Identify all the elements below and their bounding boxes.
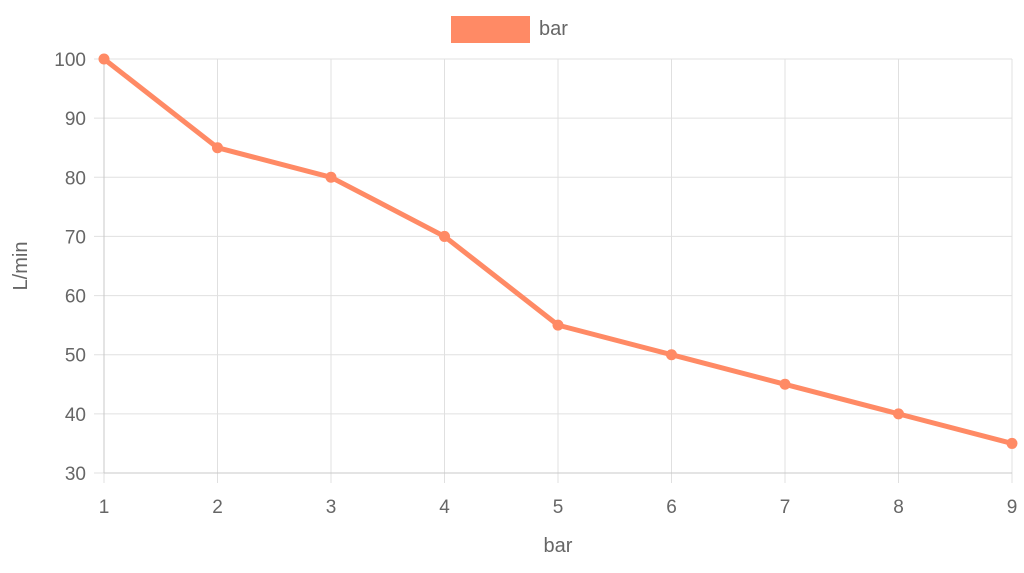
y-tick-label: 50	[65, 346, 86, 367]
legend-swatch[interactable]	[451, 16, 530, 43]
data-point[interactable]	[439, 230, 450, 242]
y-tick-label: 30	[65, 464, 86, 485]
series-layer	[98, 53, 1018, 449]
legend[interactable]: bar	[451, 16, 568, 43]
x-tick-label: 8	[893, 497, 904, 518]
y-tick-label: 100	[54, 50, 86, 71]
data-point[interactable]	[212, 142, 223, 154]
x-tick-label: 3	[326, 497, 337, 518]
x-tick-label: 7	[780, 497, 791, 518]
x-tick-label: 9	[1007, 497, 1018, 518]
data-point[interactable]	[552, 319, 564, 331]
legend-label[interactable]: bar	[539, 18, 568, 40]
x-tick-label: 1	[99, 497, 110, 518]
x-tick-label: 6	[666, 497, 677, 518]
x-axis-title: bar	[544, 535, 573, 557]
y-tick-label: 90	[65, 109, 86, 130]
y-tick-label: 40	[65, 405, 86, 426]
y-tick-label: 60	[65, 287, 86, 308]
data-point[interactable]	[666, 349, 677, 361]
axes: 30 40 50 60 70 80 90 100 1 2 3 4 5 6 7 8 9	[54, 50, 1017, 518]
data-point[interactable]	[779, 378, 791, 390]
data-point[interactable]	[1006, 437, 1018, 449]
x-tick-label: 4	[439, 497, 450, 518]
y-tick-label: 70	[65, 227, 86, 248]
x-tick-label: 2	[212, 497, 223, 518]
y-tick-label: 80	[65, 168, 86, 189]
grid	[94, 58, 1013, 483]
x-tick-label: 5	[553, 497, 564, 518]
data-point[interactable]	[893, 408, 904, 420]
data-point[interactable]	[325, 171, 337, 183]
y-axis-title: L/min	[10, 242, 32, 291]
data-point[interactable]	[98, 53, 110, 65]
